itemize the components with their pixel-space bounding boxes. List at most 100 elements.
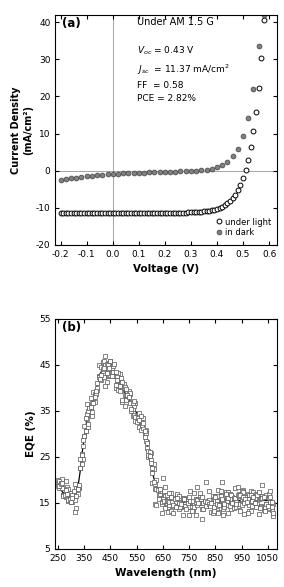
Point bbox=[184, 498, 189, 507]
Point bbox=[263, 502, 267, 512]
in dark bbox=[226, 158, 229, 165]
Point bbox=[234, 500, 239, 509]
Point bbox=[90, 399, 94, 408]
Point bbox=[225, 494, 229, 503]
Point bbox=[252, 498, 257, 508]
Point bbox=[153, 499, 157, 508]
under light bbox=[140, 210, 143, 217]
Point bbox=[62, 491, 67, 500]
Point bbox=[141, 423, 145, 433]
in dark bbox=[147, 169, 151, 176]
Point bbox=[262, 492, 266, 501]
X-axis label: Wavelength (nm): Wavelength (nm) bbox=[115, 568, 217, 578]
Point bbox=[109, 363, 114, 373]
Point bbox=[69, 497, 73, 506]
Point bbox=[238, 491, 243, 500]
Point bbox=[145, 438, 149, 448]
Point bbox=[254, 493, 258, 502]
Point bbox=[75, 489, 80, 498]
Point bbox=[89, 393, 93, 403]
Point bbox=[157, 484, 161, 494]
Point bbox=[68, 495, 72, 505]
Point bbox=[221, 497, 225, 506]
Point bbox=[155, 485, 160, 494]
Point bbox=[199, 494, 203, 503]
Point bbox=[271, 500, 275, 509]
Point bbox=[264, 500, 269, 509]
Point bbox=[230, 499, 235, 508]
Point bbox=[191, 505, 195, 514]
Point bbox=[202, 498, 207, 507]
Point bbox=[205, 500, 210, 509]
Point bbox=[111, 368, 115, 377]
Point bbox=[125, 390, 130, 399]
Point bbox=[266, 504, 270, 513]
Point bbox=[130, 411, 135, 420]
Point bbox=[220, 496, 224, 505]
Point bbox=[205, 500, 210, 510]
Point bbox=[266, 501, 270, 510]
Point bbox=[62, 490, 67, 500]
Point bbox=[183, 500, 187, 509]
Point bbox=[209, 498, 214, 507]
Point bbox=[162, 492, 166, 502]
Point bbox=[176, 504, 181, 513]
Point bbox=[260, 493, 265, 502]
Point bbox=[252, 494, 257, 503]
Point bbox=[216, 491, 220, 501]
Point bbox=[124, 391, 128, 400]
Point bbox=[181, 495, 186, 505]
Point bbox=[248, 507, 253, 516]
Point bbox=[64, 492, 68, 501]
Point bbox=[188, 496, 193, 505]
Point bbox=[83, 414, 88, 423]
Point bbox=[209, 508, 214, 517]
Point bbox=[191, 496, 195, 505]
Point bbox=[103, 382, 107, 391]
Point bbox=[259, 503, 264, 512]
Point bbox=[204, 501, 208, 511]
in dark bbox=[116, 170, 120, 177]
Point bbox=[175, 490, 179, 499]
Point bbox=[256, 494, 261, 503]
Point bbox=[72, 491, 76, 500]
Point bbox=[158, 486, 162, 495]
Point bbox=[74, 503, 79, 512]
in dark bbox=[158, 168, 161, 176]
Point bbox=[121, 379, 126, 389]
Point bbox=[153, 479, 157, 488]
Point bbox=[104, 377, 109, 386]
Point bbox=[160, 494, 165, 504]
Point bbox=[81, 441, 85, 450]
Point bbox=[163, 504, 168, 513]
Point bbox=[102, 363, 106, 373]
Point bbox=[233, 495, 237, 504]
Point bbox=[137, 415, 141, 424]
Point bbox=[94, 389, 98, 399]
Point bbox=[72, 495, 76, 504]
Point bbox=[195, 500, 199, 510]
Point bbox=[77, 483, 81, 492]
Point bbox=[57, 477, 62, 486]
Point bbox=[248, 486, 253, 495]
Point bbox=[231, 495, 236, 505]
Point bbox=[258, 493, 262, 502]
Point bbox=[109, 371, 114, 380]
Point bbox=[155, 484, 160, 494]
Point bbox=[201, 498, 206, 508]
Point bbox=[208, 501, 212, 511]
Point bbox=[98, 372, 102, 382]
in dark bbox=[137, 169, 141, 176]
Point bbox=[197, 496, 202, 505]
Point bbox=[83, 426, 88, 436]
Point bbox=[125, 387, 130, 396]
Point bbox=[180, 510, 185, 519]
Point bbox=[242, 509, 247, 518]
Point bbox=[199, 499, 203, 508]
Point bbox=[58, 478, 63, 488]
Point bbox=[87, 404, 92, 414]
Point bbox=[79, 450, 84, 459]
Point bbox=[94, 386, 98, 396]
Point bbox=[167, 497, 172, 507]
Point bbox=[250, 496, 254, 505]
